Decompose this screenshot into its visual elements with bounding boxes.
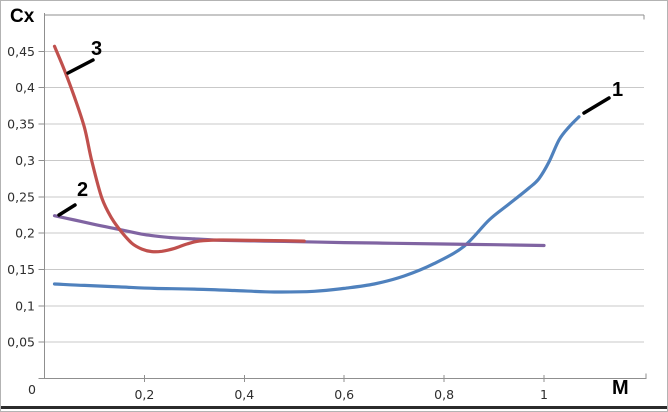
y-tick-label: 0,4 [15,80,35,95]
bottom-border-line [1,406,667,409]
series-1-label: 1 [612,79,624,101]
series-3-curve [52,44,306,254]
x-axis-title: M [612,377,629,399]
series-1-leader-line [582,96,611,115]
y-tick-label: 0,25 [7,189,35,204]
x-tick-label: 0,4 [234,387,254,402]
y-tick-label: 0,35 [7,117,35,132]
y-tick-label: 0,05 [7,335,35,350]
x-tick-label: 0,2 [134,387,154,402]
series-3-leader-line [66,58,95,75]
y-tick-label: 0,15 [7,262,35,277]
x-tick-label: 0,8 [434,387,454,402]
y-tick-label: 0,1 [15,298,35,313]
x-tick-label: 1 [540,387,548,402]
series-1-curve [52,115,581,294]
y-axis-title: Cx [10,6,35,27]
series-2-label: 2 [77,179,89,201]
series-3-label: 3 [91,38,103,60]
annotation-leader-lines [57,58,611,217]
x-tick-label: 0,6 [334,387,354,402]
y-tick-label: 0 [28,382,36,397]
y-tick-label: 0,45 [7,44,35,59]
y-tick-label: 0,3 [15,153,35,168]
y-tick-label: 0,2 [15,226,35,241]
series-2-leader-line [57,203,77,217]
